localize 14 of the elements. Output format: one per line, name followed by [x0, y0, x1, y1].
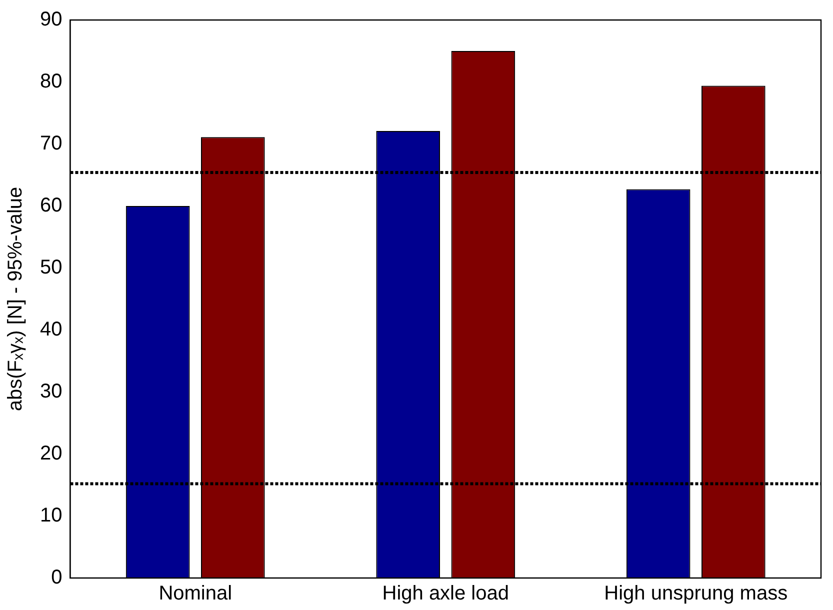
- y-tick-label: 70: [40, 132, 62, 155]
- y-tick-label: 0: [51, 566, 62, 589]
- x-tick-label: High unsprung mass: [604, 582, 788, 605]
- y-tick-label: 40: [40, 318, 62, 341]
- y-tick-label: 50: [40, 256, 62, 279]
- y-tick-label: 80: [40, 70, 62, 93]
- y-tick-label: 90: [40, 8, 62, 31]
- x-tick-label: Nominal: [158, 582, 232, 605]
- y-tick-label: 30: [40, 380, 62, 403]
- y-axis-title: abs(Fₓγₓ) [N] - 95%-value: [4, 186, 27, 412]
- y-tick-label: 10: [40, 504, 62, 527]
- y-tick-label: 20: [40, 442, 62, 465]
- x-tick-label: High axle load: [382, 582, 509, 605]
- y-tick-label: 60: [40, 194, 62, 217]
